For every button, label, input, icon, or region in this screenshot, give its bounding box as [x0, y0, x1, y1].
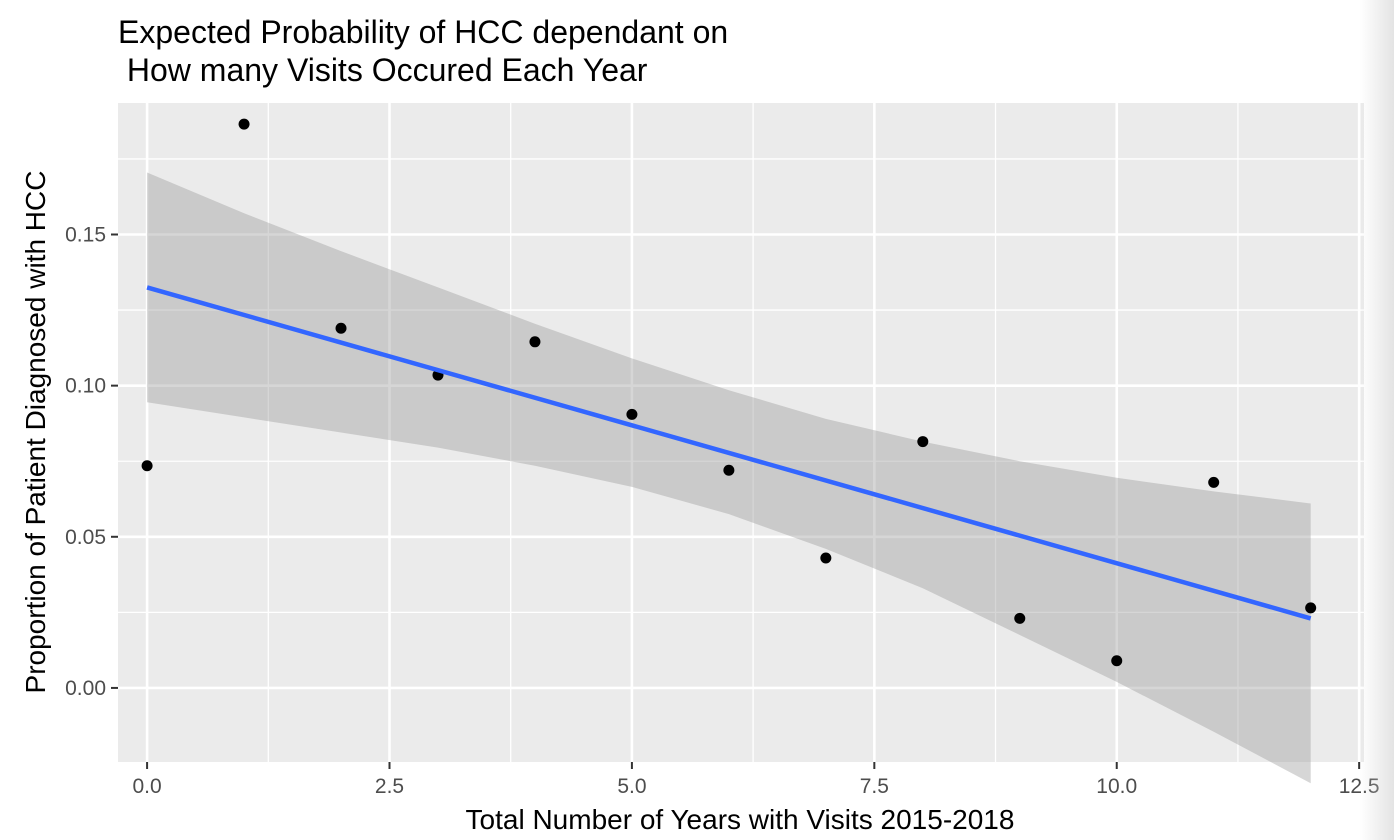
data-point	[1305, 602, 1317, 614]
window-edge-shadow	[1360, 0, 1394, 840]
fit-line-layer	[146, 285, 1312, 621]
data-point	[723, 464, 735, 476]
x-tick-label: 0.0	[132, 775, 161, 798]
y-tick-label: 0.15	[65, 223, 106, 246]
x-tick-label: 2.5	[375, 775, 404, 798]
chart-title-line-1: Expected Probability of HCC dependant on	[118, 14, 729, 50]
data-point	[1208, 476, 1220, 488]
data-point	[820, 552, 832, 564]
chart-title-line-2: How many Visits Occured Each Year	[118, 52, 648, 88]
x-tick-label: 10.0	[1096, 775, 1137, 798]
data-point	[626, 408, 638, 420]
confidence-band	[147, 172, 1311, 784]
y-tick-label: 0.10	[65, 375, 106, 398]
regression-line	[146, 285, 1312, 621]
x-tick-label: 5.0	[617, 775, 646, 798]
data-point	[1014, 612, 1026, 624]
data-point	[917, 436, 929, 448]
data-point	[1111, 655, 1123, 667]
major-gridlines	[118, 103, 1364, 762]
data-point	[141, 460, 153, 472]
y-tick-label: 0.05	[65, 526, 106, 549]
y-axis: 0.00 0.05 0.10 0.15	[65, 223, 118, 700]
data-point	[529, 336, 541, 348]
y-axis-title: Proportion of Patient Diagnosed with HCC	[20, 171, 51, 694]
data-point	[335, 322, 347, 334]
x-axis-title: Total Number of Years with Visits 2015-2…	[466, 804, 1015, 835]
x-tick-label: 7.5	[860, 775, 889, 798]
plot-panel	[118, 103, 1364, 762]
minor-gridlines	[118, 103, 1364, 762]
x-axis: 0.02.55.07.510.012.5	[132, 762, 1380, 798]
y-tick-label: 0.00	[65, 677, 106, 700]
data-point	[238, 118, 250, 130]
confidence-band-layer	[147, 172, 1311, 784]
